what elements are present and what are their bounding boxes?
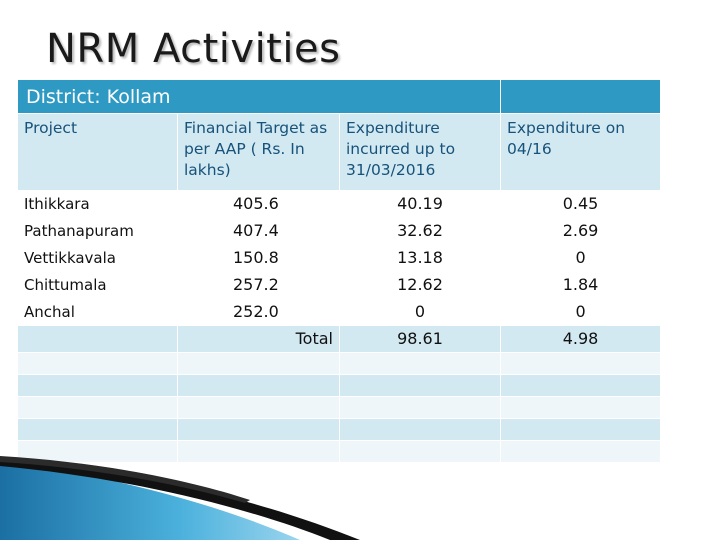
expenditure-on-cell: 1.84 [500, 271, 662, 299]
project-cell: Pathanapuram [17, 217, 178, 245]
total-expenditure-on: 4.98 [500, 325, 662, 353]
expenditure-on-cell: 0.45 [500, 190, 662, 218]
empty-row [17, 374, 662, 397]
target-cell: 407.4 [177, 217, 340, 245]
target-cell: 257.2 [177, 271, 340, 299]
target-cell: 252.0 [177, 298, 340, 326]
table-row: Pathanapuram 407.4 32.62 2.69 [17, 217, 662, 245]
expenditure-on-cell: 2.69 [500, 217, 662, 245]
table-row: Chittumala 257.2 12.62 1.84 [17, 271, 662, 299]
expenditure-upto-cell: 0 [338, 298, 502, 326]
district-row-empty-cell [500, 79, 662, 114]
project-cell: Chittumala [17, 271, 178, 299]
expenditure-upto-cell: 13.18 [338, 244, 502, 272]
district-label: District: Kollam [16, 79, 502, 114]
empty-row [17, 352, 662, 375]
expenditure-upto-cell: 32.62 [338, 217, 502, 245]
total-expenditure-upto: 98.61 [338, 325, 502, 353]
expenditure-on-cell: 0 [500, 298, 662, 326]
total-label: Total [177, 325, 340, 353]
column-header-expenditure-on: Expenditure on 04/16 [500, 113, 662, 191]
slide-title: NRM Activities [46, 26, 341, 72]
total-empty-cell [17, 325, 178, 353]
empty-row [17, 418, 662, 441]
table-row: Ithikkara 405.6 40.19 0.45 [17, 190, 662, 218]
total-row: Total 98.61 4.98 [17, 325, 662, 353]
column-header-financial-target: Financial Target as per AAP ( Rs. In lak… [177, 113, 340, 191]
table-row: Anchal 252.0 0 0 [17, 298, 662, 326]
district-row: District: Kollam [16, 79, 662, 114]
project-cell: Anchal [17, 298, 178, 326]
empty-row [17, 396, 662, 419]
project-cell: Vettikkavala [17, 244, 178, 272]
expenditure-on-cell: 0 [500, 244, 662, 272]
target-cell: 405.6 [177, 190, 340, 218]
header-row: Project Financial Target as per AAP ( Rs… [17, 113, 662, 191]
empty-row [17, 440, 662, 463]
table-row: Vettikkavala 150.8 13.18 0 [17, 244, 662, 272]
project-cell: Ithikkara [17, 190, 178, 218]
column-header-expenditure-upto: Expenditure incurred up to 31/03/2016 [338, 113, 502, 191]
target-cell: 150.8 [177, 244, 340, 272]
expenditure-upto-cell: 40.19 [338, 190, 502, 218]
expenditure-upto-cell: 12.62 [338, 271, 502, 299]
column-header-project: Project [17, 113, 178, 191]
nrm-activities-table: District: Kollam Project Financial Targe… [16, 79, 662, 463]
